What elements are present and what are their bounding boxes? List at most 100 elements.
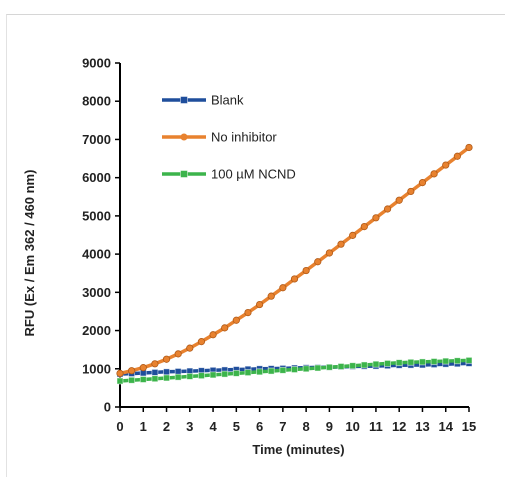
legend-marker	[180, 96, 188, 104]
x-tick-label: 11	[369, 419, 383, 434]
legend-label: No inhibitor	[211, 130, 277, 145]
x-tick-label: 12	[392, 419, 406, 434]
data-point	[419, 358, 426, 366]
data-point	[256, 368, 264, 376]
data-point	[337, 363, 345, 370]
data-point	[128, 367, 136, 375]
data-point	[383, 205, 392, 213]
legend-item: No inhibitor	[162, 130, 277, 145]
legend-item: Blank	[162, 93, 244, 108]
data-point	[290, 275, 299, 283]
data-point	[349, 362, 357, 370]
x-tick-label: 3	[186, 419, 193, 434]
chart-frame	[6, 14, 505, 477]
data-point	[349, 231, 357, 239]
data-point	[151, 375, 159, 383]
data-point	[465, 356, 473, 364]
x-tick-label: 6	[256, 419, 263, 434]
data-point	[267, 292, 275, 300]
data-point	[384, 360, 391, 367]
data-point	[244, 308, 252, 317]
y-tick-label: 2000	[82, 323, 111, 338]
y-tick-label: 9000	[82, 56, 111, 71]
data-point	[209, 331, 217, 339]
data-point	[291, 366, 298, 373]
data-point	[197, 338, 206, 346]
data-point	[186, 344, 194, 352]
x-tick-label: 15	[462, 419, 476, 434]
data-point	[314, 258, 322, 266]
data-point	[360, 222, 368, 231]
y-tick-label: 0	[104, 400, 111, 415]
y-tick-label: 8000	[82, 94, 111, 109]
data-point	[221, 324, 229, 332]
series-2	[116, 356, 473, 385]
data-point	[163, 368, 170, 376]
data-point	[302, 365, 310, 373]
data-point	[442, 161, 450, 169]
data-point	[174, 368, 182, 375]
x-tick-label: 13	[415, 419, 429, 434]
x-tick-label: 9	[326, 419, 333, 434]
data-point	[302, 266, 310, 275]
data-point	[232, 369, 240, 377]
legend-item: 100 µM NCND	[162, 167, 296, 182]
x-tick-label: 0	[116, 419, 123, 434]
data-point	[186, 373, 194, 380]
data-point	[198, 372, 205, 380]
legend-label: 100 µM NCND	[211, 167, 296, 182]
legend: Blank No inhibitor 100 µM NCND	[162, 93, 296, 182]
series-1	[116, 143, 473, 377]
data-point	[174, 373, 182, 381]
data-point	[418, 179, 427, 187]
x-tick-label: 4	[209, 419, 217, 434]
data-point	[430, 170, 438, 178]
x-tick-label: 8	[303, 419, 310, 434]
y-tick-label: 3000	[82, 285, 111, 300]
data-point	[372, 214, 380, 222]
data-point	[453, 152, 461, 160]
y-axis-title: RFU (Ex / Em 362 / 460 nm)	[22, 170, 37, 337]
data-point	[232, 316, 240, 324]
legend-marker	[180, 170, 188, 178]
y-tick-label: 5000	[82, 208, 111, 223]
data-point	[151, 360, 159, 368]
x-tick-label: 2	[163, 419, 170, 434]
data-point	[174, 350, 182, 358]
x-tick-label: 5	[233, 419, 240, 434]
data-point	[139, 376, 147, 383]
data-point	[325, 249, 333, 257]
y-tick-label: 1000	[82, 361, 111, 376]
data-point	[395, 196, 403, 204]
x-tick-label: 1	[140, 419, 147, 434]
data-point	[279, 284, 287, 292]
data-point	[163, 374, 170, 382]
legend-marker	[180, 133, 188, 141]
data-point	[255, 300, 264, 309]
data-point	[314, 364, 322, 372]
data-point	[139, 364, 147, 372]
x-axis-title: Time (minutes)	[252, 442, 344, 457]
data-point	[221, 370, 229, 378]
x-tick-label: 14	[438, 419, 453, 434]
y-tick-label: 7000	[82, 132, 111, 147]
data-point	[407, 358, 415, 366]
data-point	[360, 361, 368, 369]
data-point	[116, 377, 124, 385]
data-point	[244, 369, 252, 377]
series-layer	[116, 143, 473, 385]
x-tick-label: 7	[279, 419, 286, 434]
data-point	[209, 371, 217, 379]
data-point	[465, 143, 473, 152]
y-tick-label: 6000	[82, 170, 111, 185]
legend-label: Blank	[211, 93, 244, 108]
data-point	[128, 376, 136, 384]
data-point	[162, 355, 171, 363]
data-point	[151, 369, 159, 376]
data-point	[372, 360, 380, 368]
data-point	[279, 366, 287, 374]
data-point	[116, 369, 124, 377]
data-point	[395, 359, 403, 367]
